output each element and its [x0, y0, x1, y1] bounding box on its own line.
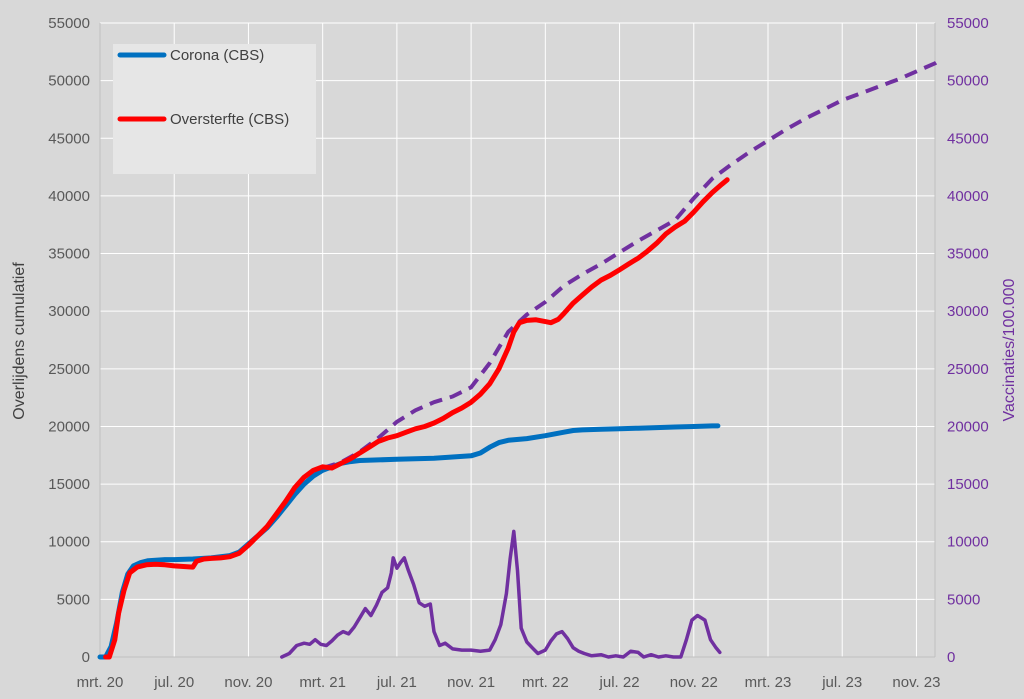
y-tick-label-left: 50000	[48, 73, 90, 90]
legend-label-oversterfte: Oversterfte (CBS)	[170, 111, 289, 128]
y-tick-label-right: 35000	[947, 246, 989, 263]
y-tick-label-right: 30000	[947, 303, 989, 320]
y-tick-label-left: 15000	[48, 476, 90, 493]
y-tick-label-left: 55000	[48, 15, 90, 32]
y-tick-label-left: 10000	[48, 534, 90, 551]
series-line-oversterfte	[103, 177, 730, 660]
y-tick-label-right: 40000	[947, 188, 989, 205]
y-tick-label-right: 20000	[947, 418, 989, 435]
x-tick-label: jul. 22	[599, 674, 640, 691]
y-axis-left-ticks: 0 5000 10000 15000 20000 25000 30000 35000 40000…	[48, 15, 90, 666]
x-tick-label: nov. 20	[224, 674, 272, 691]
grid	[99, 22, 936, 658]
x-axis-ticks: mrt. 20 jul. 20 nov. 20 mrt. 21 jul. 21 nov. …	[77, 674, 941, 691]
y-axis-right-label: Vaccinaties/100.000	[1001, 278, 1018, 421]
legend: Corona (CBS) Oversterfte (CBS)	[113, 44, 316, 174]
y-tick-label-left: 25000	[48, 361, 90, 378]
legend-label-corona: Corona (CBS)	[170, 47, 264, 64]
y-tick-label-left: 5000	[57, 591, 90, 608]
x-tick-label: nov. 23	[892, 674, 940, 691]
y-axis-right-ticks: 0 5000 10000 15000 20000 25000 30000 35000 40000…	[947, 15, 989, 666]
x-tick-label: mrt. 21	[299, 674, 346, 691]
y-tick-label-right: 10000	[947, 534, 989, 551]
series-line-vaccinaties	[280, 529, 722, 659]
y-tick-label-right: 5000	[947, 591, 980, 608]
x-tick-label: mrt. 23	[745, 674, 792, 691]
series-line-vaccinaties-cum	[322, 59, 940, 470]
y-tick-label-left: 45000	[48, 130, 90, 147]
y-tick-label-right: 0	[947, 649, 955, 666]
y-tick-label-left: 30000	[48, 303, 90, 320]
legend-box	[113, 44, 316, 174]
y-axis-left-label: Overlijdens cumulatief	[11, 262, 28, 420]
x-tick-label: jul. 20	[153, 674, 194, 691]
y-tick-label-right: 55000	[947, 15, 989, 32]
x-tick-label: jul. 21	[376, 674, 417, 691]
x-tick-label: jul. 23	[821, 674, 862, 691]
series-layer	[97, 59, 940, 660]
y-tick-label-left: 0	[82, 649, 90, 666]
y-tick-label-right: 50000	[947, 73, 989, 90]
y-tick-label-right: 45000	[947, 130, 989, 147]
y-tick-label-right: 15000	[947, 476, 989, 493]
x-tick-label: mrt. 22	[522, 674, 569, 691]
x-tick-label: nov. 21	[447, 674, 495, 691]
y-tick-label-left: 40000	[48, 188, 90, 205]
x-tick-label: nov. 22	[670, 674, 718, 691]
y-tick-label-right: 25000	[947, 361, 989, 378]
y-tick-label-left: 20000	[48, 418, 90, 435]
x-tick-label: mrt. 20	[77, 674, 124, 691]
y-tick-label-left: 35000	[48, 246, 90, 263]
